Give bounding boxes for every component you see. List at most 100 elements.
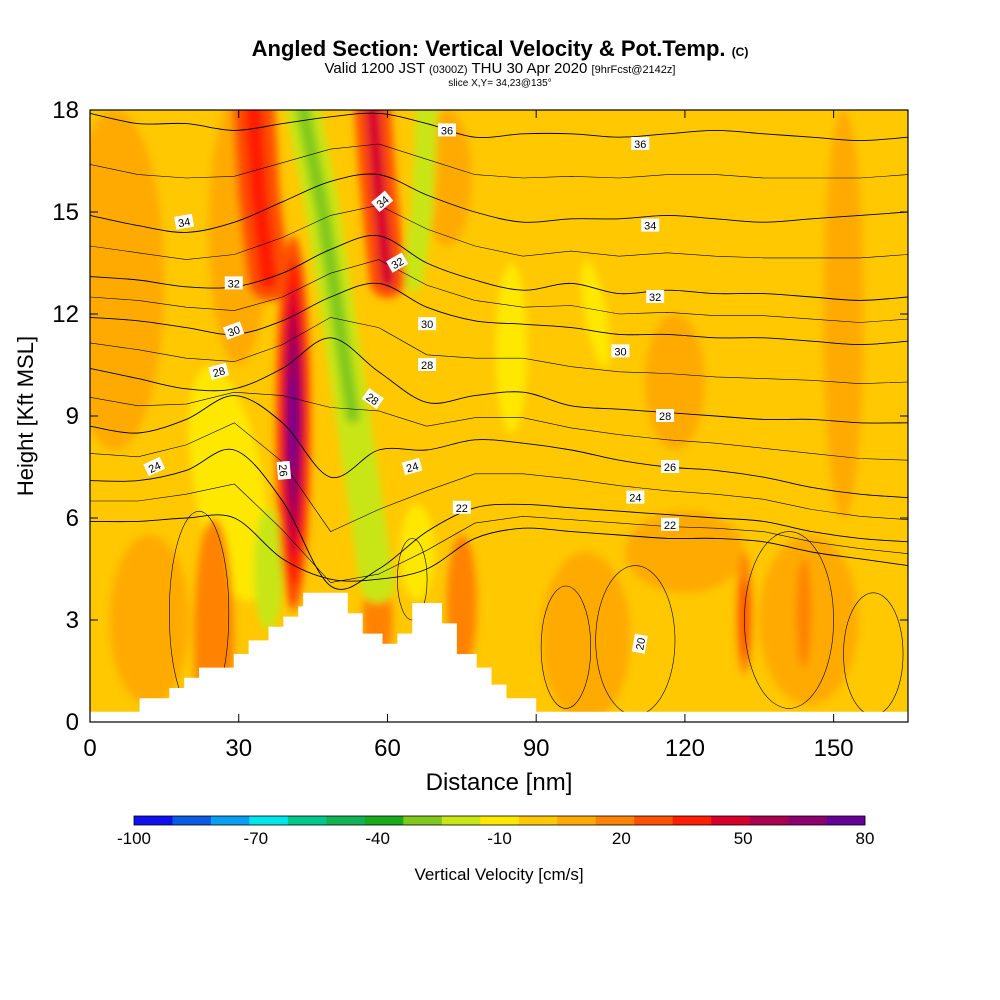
field-cell (253, 507, 284, 631)
field-updraft-core (290, 375, 297, 471)
isentrope-36 (90, 112, 908, 142)
colorbar-swatch (480, 816, 520, 825)
field-cell (796, 558, 812, 668)
field-cell (399, 504, 435, 600)
contour-label-bg (224, 276, 243, 290)
contour-label: 34 (174, 213, 195, 230)
valid-date-label: THU 30 Apr 2020 (471, 60, 588, 77)
isentrope-minor (90, 204, 908, 260)
chart-title-text: Angled Section: Vertical Velocity & Pot.… (251, 36, 726, 61)
contour-label-text: 22 (456, 503, 468, 515)
contour-label-text: 24 (147, 460, 163, 476)
field-cell (541, 552, 631, 722)
contour-label-text: 28 (659, 411, 671, 423)
contour-label: 36 (631, 137, 650, 151)
colorbar-swatch (326, 816, 366, 825)
isentrope-minor (90, 259, 908, 323)
contour-label-bg (361, 388, 384, 410)
y-tick-label: 0 (66, 709, 79, 736)
field-cell (495, 263, 528, 433)
field-cell (625, 511, 745, 593)
contour-label-text: 32 (390, 256, 407, 273)
colorbar-tick-label: -100 (117, 829, 151, 848)
x-tick-label: 60 (374, 735, 401, 762)
colorbar-tick-label: 80 (856, 829, 875, 848)
contour-label-text: 28 (421, 360, 433, 372)
colorbar-tick-label: -10 (487, 829, 512, 848)
colorbar-tick-label: 20 (612, 829, 631, 848)
contour-label-bg (661, 517, 680, 531)
contour-label-text: 22 (664, 520, 676, 532)
contour-label: 36 (437, 123, 456, 137)
colorbar-swatch (788, 816, 827, 825)
contour-label: 20 (631, 633, 648, 654)
colorbar-swatch (518, 816, 558, 825)
contour-label: 28 (361, 388, 384, 410)
colorbar-swatch (249, 816, 289, 825)
contour-label: 24 (401, 457, 423, 476)
contour-label-bg (371, 190, 394, 213)
contour-label-text: 24 (629, 493, 641, 505)
y-tick-label: 18 (52, 97, 79, 124)
contour-label-text: 36 (441, 125, 453, 137)
contour-label: 22 (661, 517, 680, 532)
y-tick-label: 15 (52, 199, 79, 226)
colorbar-swatch (172, 816, 212, 825)
field-cell (109, 535, 190, 705)
contour-label-bg (222, 321, 245, 340)
field-cell (90, 110, 165, 450)
colorbar-swatch (595, 816, 635, 825)
terrain-layer (90, 592, 908, 722)
contour-label-bg (631, 633, 648, 654)
contour-label-text: 32 (649, 292, 661, 304)
colorbar-tick-label: 50 (734, 829, 753, 848)
isentrope-minor (90, 422, 908, 532)
contour-label: 32 (386, 252, 409, 273)
y-tick-label: 12 (52, 301, 79, 328)
contour-label-bg (626, 490, 645, 504)
colorbar-swatch (441, 816, 481, 825)
contour-label-bg (386, 252, 409, 273)
contour-label-bg (641, 218, 660, 232)
contour-label-text: 34 (644, 221, 656, 233)
contour-label-text: 28 (364, 391, 381, 408)
colorbar-swatch (557, 816, 596, 825)
contour-label: 24 (626, 490, 645, 505)
contour-label-text: 30 (421, 319, 433, 331)
contour-label: 26 (276, 460, 292, 480)
contour-label: 28 (656, 409, 675, 423)
y-axis-label: Height [Kft MSL] (13, 336, 38, 496)
colorbar-tick-label: -40 (365, 829, 390, 848)
contour-label-bg (401, 457, 423, 476)
valid-time-label: Valid 1200 JST (324, 60, 425, 77)
contour-label-bg (418, 317, 437, 331)
isentrope-minor (90, 143, 908, 179)
isentrope-loop (744, 531, 834, 709)
isentrope-minor (90, 317, 908, 385)
field-updraft-column (365, 110, 395, 287)
isentrope-contours (90, 112, 908, 716)
contour-label-text: 36 (634, 139, 646, 151)
x-tick-label: 90 (523, 735, 550, 762)
isentrope-26 (90, 395, 908, 499)
contour-label-text: 20 (634, 637, 648, 651)
contour-label-bg (143, 456, 166, 477)
contour-label: 34 (641, 218, 660, 233)
colorbar: -100 -70 -40 -10 20 50 80 (117, 815, 875, 848)
contour-label: 30 (611, 344, 630, 358)
colorbar-tick-label: -70 (244, 829, 269, 848)
contour-label-text: 32 (228, 278, 240, 290)
contour-label-text: 26 (276, 464, 289, 477)
contour-label-bg (418, 358, 437, 371)
x-tick-label: 120 (665, 735, 705, 762)
colorbar-swatch (711, 816, 750, 825)
contour-label-bg (631, 137, 650, 150)
chart-subtitle: Valid 1200 JST (0300Z) THU 30 Apr 2020 [… (0, 60, 1000, 77)
contour-label: 30 (418, 317, 437, 331)
isentrope-minor (90, 483, 908, 583)
x-axis-label: Distance [nm] (426, 769, 573, 796)
x-tick-label: 30 (225, 735, 252, 762)
